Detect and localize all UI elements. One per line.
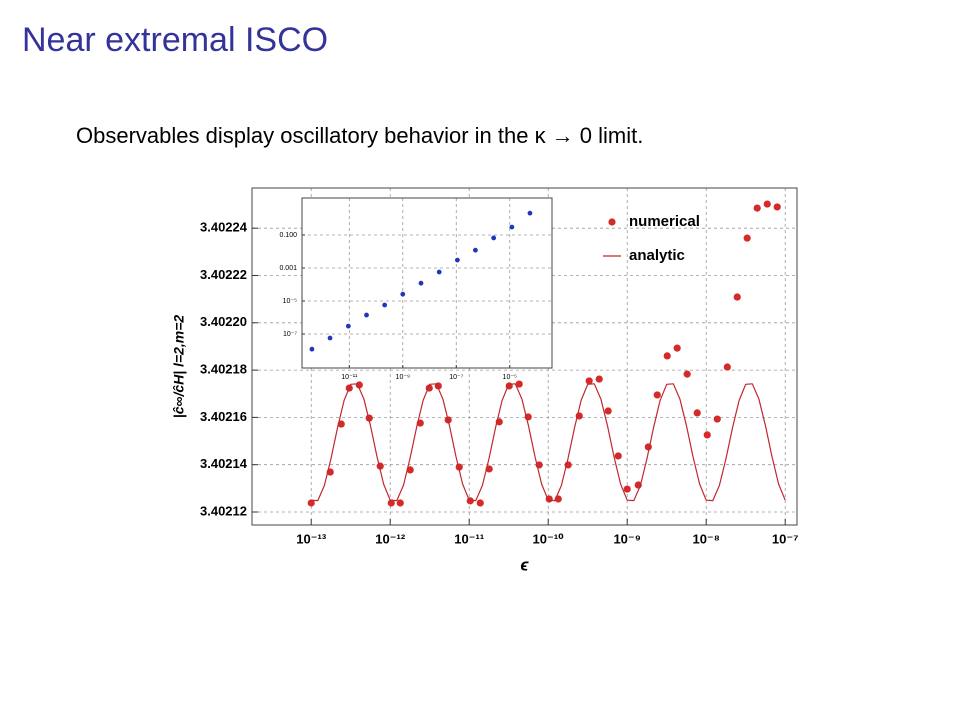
y-tick-label: 3.40212 <box>200 503 247 518</box>
data-point <box>509 224 515 230</box>
data-point <box>773 203 781 211</box>
legend-marker <box>608 218 616 226</box>
data-point <box>723 363 731 371</box>
data-point <box>703 431 711 439</box>
data-point <box>364 312 369 318</box>
data-point <box>355 381 363 389</box>
data-point <box>693 409 701 417</box>
x-tick-label: 10⁻¹¹ <box>454 531 484 546</box>
slide-text: Observables display oscillatory behavior… <box>76 123 643 148</box>
data-point <box>491 235 497 241</box>
data-point <box>683 370 691 378</box>
y-tick-label: 0.001 <box>279 265 297 272</box>
data-point <box>382 302 388 308</box>
plot-frame <box>251 187 798 526</box>
data-point <box>763 200 771 208</box>
y-axis-label: |ĉ∞/ĉH| l=2,m=2 <box>171 315 187 419</box>
x-tick-label: 10⁻¹³ <box>296 531 327 546</box>
y-tick-label: 3.40216 <box>200 409 247 424</box>
data-point <box>527 210 533 216</box>
y-tick-label: 0.100 <box>279 232 297 239</box>
y-tick-label: 3.40222 <box>200 267 247 282</box>
data-point <box>418 280 424 286</box>
data-point <box>309 346 315 352</box>
y-tick-label: 10⁻⁷ <box>283 331 297 338</box>
data-point <box>327 335 333 341</box>
x-tick-label: 10⁻¹¹ <box>341 374 358 381</box>
data-point <box>673 344 681 352</box>
data-point <box>663 352 671 360</box>
data-point <box>753 204 761 212</box>
y-tick-label: 3.40218 <box>200 362 247 377</box>
data-point <box>436 269 442 275</box>
data-point <box>604 407 612 415</box>
data-point <box>406 466 414 474</box>
data-point <box>515 380 523 388</box>
x-axis-label: ϵ <box>520 555 529 574</box>
legend-label: numerical <box>629 213 700 230</box>
y-tick-label: 10⁻⁵ <box>283 298 297 305</box>
slide-title: Near extremal ISCO <box>22 21 328 59</box>
data-point <box>387 499 395 507</box>
x-tick-label: 10⁻⁹ <box>613 531 641 546</box>
data-point <box>614 452 622 460</box>
data-point <box>595 375 603 383</box>
y-tick-label: 3.40214 <box>200 456 248 471</box>
x-tick-label: 10⁻¹² <box>375 531 406 546</box>
plot-frame <box>301 197 553 369</box>
x-tick-label: 10⁻⁷ <box>772 531 799 546</box>
data-point <box>473 247 478 253</box>
data-point <box>396 499 404 507</box>
y-tick-label: 3.40220 <box>200 314 247 329</box>
data-point <box>743 234 751 242</box>
x-tick-label: 10⁻⁸ <box>692 531 719 546</box>
data-point <box>623 485 631 493</box>
legend-label: analytic <box>629 247 685 264</box>
data-point <box>653 391 661 399</box>
x-tick-label: 10⁻⁵ <box>503 374 517 381</box>
inset-plot: 10⁻¹¹ 10⁻⁹ 10⁻⁷ 10⁻⁵ 10⁻⁷ 10⁻⁵ 0.001 0.100 <box>279 197 553 381</box>
data-point <box>713 415 721 423</box>
data-point <box>585 377 593 385</box>
y-tick-label: 3.40224 <box>200 220 248 235</box>
x-tick-label: 10⁻⁷ <box>449 374 463 381</box>
x-tick-label: 10⁻⁹ <box>396 374 410 381</box>
data-point <box>476 499 484 507</box>
data-point <box>733 293 741 301</box>
data-point <box>307 499 315 507</box>
x-tick-label: 10⁻¹⁰ <box>533 531 565 546</box>
data-point <box>400 291 406 297</box>
plot-area <box>302 198 552 368</box>
data-point <box>345 323 351 329</box>
data-point <box>454 257 460 263</box>
data-line <box>311 383 786 502</box>
data-point <box>455 463 463 471</box>
